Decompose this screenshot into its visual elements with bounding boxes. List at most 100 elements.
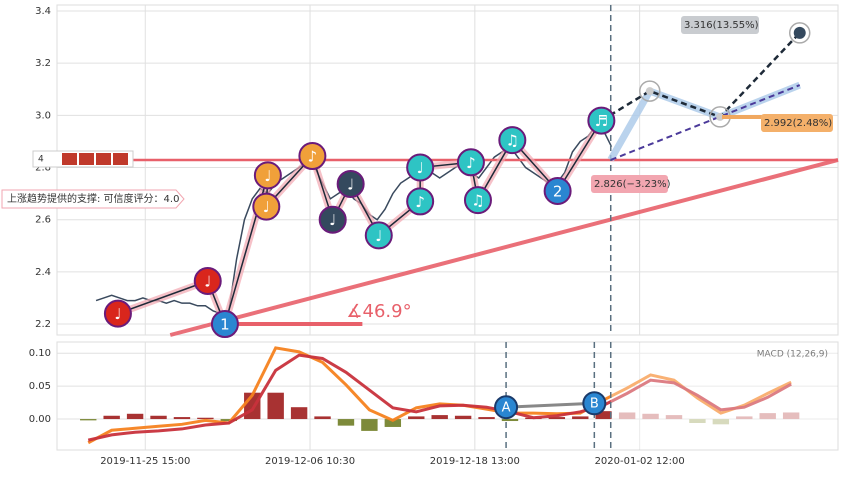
forecast-point [788,22,811,44]
histogram-bar [384,419,402,427]
y-tick-label: 0.10 [29,348,51,359]
macd-title: MACD (12,26,9) [757,350,828,360]
histogram-bar [665,415,683,420]
signal-symbol: ♩ [263,198,270,216]
signal-marker [103,299,132,328]
signal-marker [498,126,527,155]
histogram-bar [314,416,331,420]
badge-icon [96,153,111,165]
macd-line [87,346,792,445]
badge-icon [113,153,128,165]
histogram-bar [220,419,238,422]
signal-marker [463,186,492,215]
histogram-bar [103,415,120,420]
forecast-dot [793,26,806,39]
angle-label: ∡46.9° [346,301,411,322]
signal-marker [456,148,485,177]
y-tick-label: 2.8 [35,163,51,174]
histogram-bar [478,417,495,420]
signal-marker [587,106,616,135]
y-tick-label: 0.05 [29,381,51,392]
signal-symbol: ♩ [347,175,354,193]
y-tick-label: 0.00 [29,414,51,425]
histogram-bar [126,413,144,420]
y-tick-label: 2.4 [35,267,51,278]
support-note: 上涨趋势提供的支撑: 可信度评分：4.0 [7,192,179,205]
event-label: B [590,397,599,412]
histogram-bar [173,417,191,420]
signal-symbol: ♬ [595,112,608,130]
badge-icon [79,153,94,165]
y-tick-label: 2.2 [35,319,51,330]
signal-marker [406,187,435,216]
signal-marker [406,153,435,182]
level-badge: 4 [38,155,44,165]
label-box [761,114,833,132]
label-box [681,16,759,34]
histogram-bar [548,417,566,420]
signal-symbol: ♪ [466,154,476,172]
histogram-bar [150,415,167,420]
signal-marker [336,169,365,198]
y-tick-label: 2.6 [35,215,51,226]
histogram-bar [80,419,97,421]
histogram-bar [431,415,448,420]
histogram-bar [290,407,308,420]
histogram-bar [642,413,659,420]
forecast-point [639,80,661,102]
y-tick-label: 3.4 [35,6,51,17]
signal-marker [364,221,393,250]
signal-marker [252,192,281,221]
signal-marker [318,205,347,234]
forecast-mask [610,343,837,449]
signal-symbol: ♩ [329,211,336,229]
price-label: 3.316(13.55%) [684,20,759,31]
histogram-bar [267,392,284,420]
signal-marker [253,161,282,190]
signal-symbol: 2 [553,183,563,201]
histogram-bar [572,416,589,420]
histogram-bar [759,413,776,420]
histogram-bar [454,415,472,420]
y-tick-label: 3.2 [35,58,51,69]
signal-symbol: 1 [220,316,230,334]
histogram-bar [408,416,425,420]
signal-symbol: ♩ [264,167,271,185]
x-tick-label: 2019-12-06 10:30 [265,456,355,467]
signal-symbol: ♩ [204,273,211,291]
histogram-bar [197,417,214,420]
histogram-bar [689,419,706,423]
marker-link [506,401,595,409]
histogram-bar [337,419,355,426]
price-label: 2.826(−3.23%) [594,179,671,190]
histogram-bar [618,412,636,420]
macd-panel [56,341,839,451]
price-line [95,124,613,315]
x-tick-label: 2020-01-02 12:00 [595,456,685,467]
x-tick-label: 2019-11-25 15:00 [100,456,190,467]
signal-symbol: ♪ [308,148,318,166]
signal-symbol: ♩ [114,305,121,323]
note-box [1,189,185,209]
forecast-dot [645,87,654,96]
signal-symbol: ♫ [471,192,484,210]
signal-symbol: ♩ [375,227,382,245]
y-tick-label: 3.0 [35,110,51,121]
event-label: A [502,401,511,416]
pattern-line [117,120,602,327]
histogram-bar [782,412,800,420]
macd-line [87,353,792,442]
signal-marker [543,177,572,205]
forecast-path [600,32,801,122]
price-panel [56,4,839,336]
histogram-bar [712,419,730,425]
event-marker [494,395,519,420]
histogram-bar [361,419,378,431]
histogram-bar [595,411,612,420]
price-label: 2.992(2.48%) [764,118,832,129]
signal-symbol: ♫ [506,132,519,150]
support-line [169,158,839,337]
signal-symbol: ♩ [417,159,424,177]
histogram-bar [501,419,519,422]
